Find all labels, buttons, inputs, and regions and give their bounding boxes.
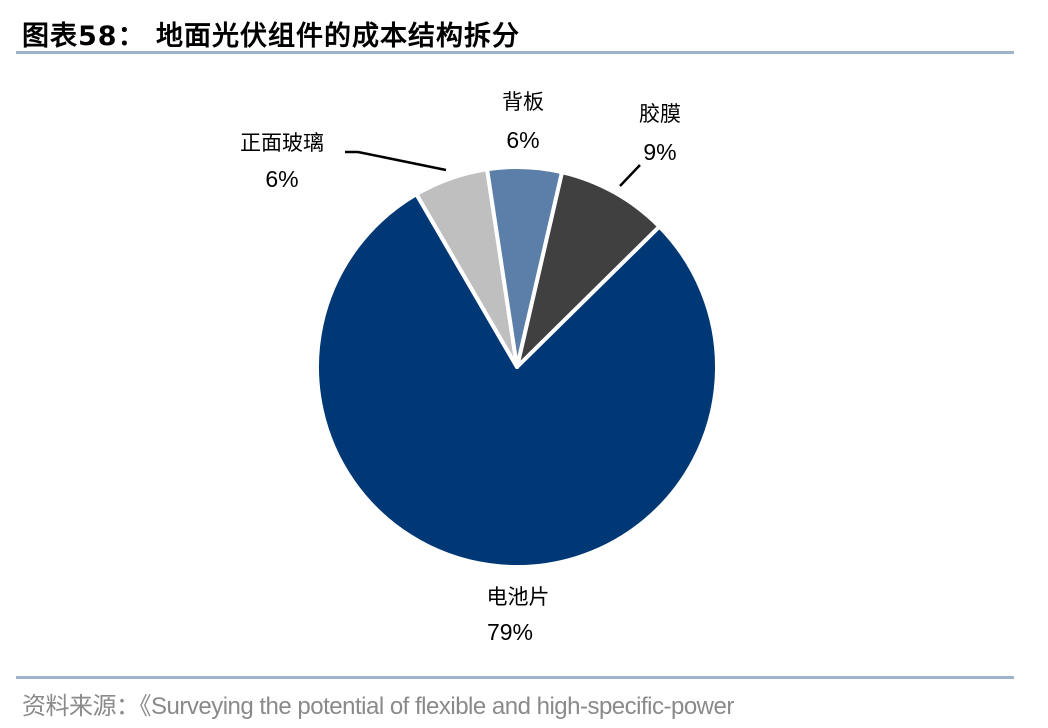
chart-title: 图表58： 地面光伏组件的成本结构拆分 bbox=[22, 21, 520, 52]
pie-slice-cell bbox=[315, 192, 719, 569]
slice-value-glass: 6% bbox=[265, 166, 298, 192]
slice-value-film: 9% bbox=[643, 139, 676, 165]
slice-label-film: 胶膜 bbox=[639, 102, 681, 126]
leader-line-glass bbox=[357, 150, 447, 172]
source-note: 资料来源：《Surveying the potential of flexibl… bbox=[22, 693, 734, 720]
slice-value-cell: 79% bbox=[487, 619, 533, 645]
leader-line-film bbox=[619, 164, 641, 187]
source-divider bbox=[16, 676, 1014, 679]
slice-value-backsheet: 6% bbox=[506, 127, 539, 153]
pie-slice-backsheet bbox=[485, 165, 564, 369]
slice-label-cell: 电池片 bbox=[487, 585, 550, 609]
slice-label-glass: 正面玻璃 bbox=[240, 131, 324, 155]
slice-label-backsheet: 背板 bbox=[502, 90, 544, 114]
title-divider bbox=[16, 51, 1014, 54]
